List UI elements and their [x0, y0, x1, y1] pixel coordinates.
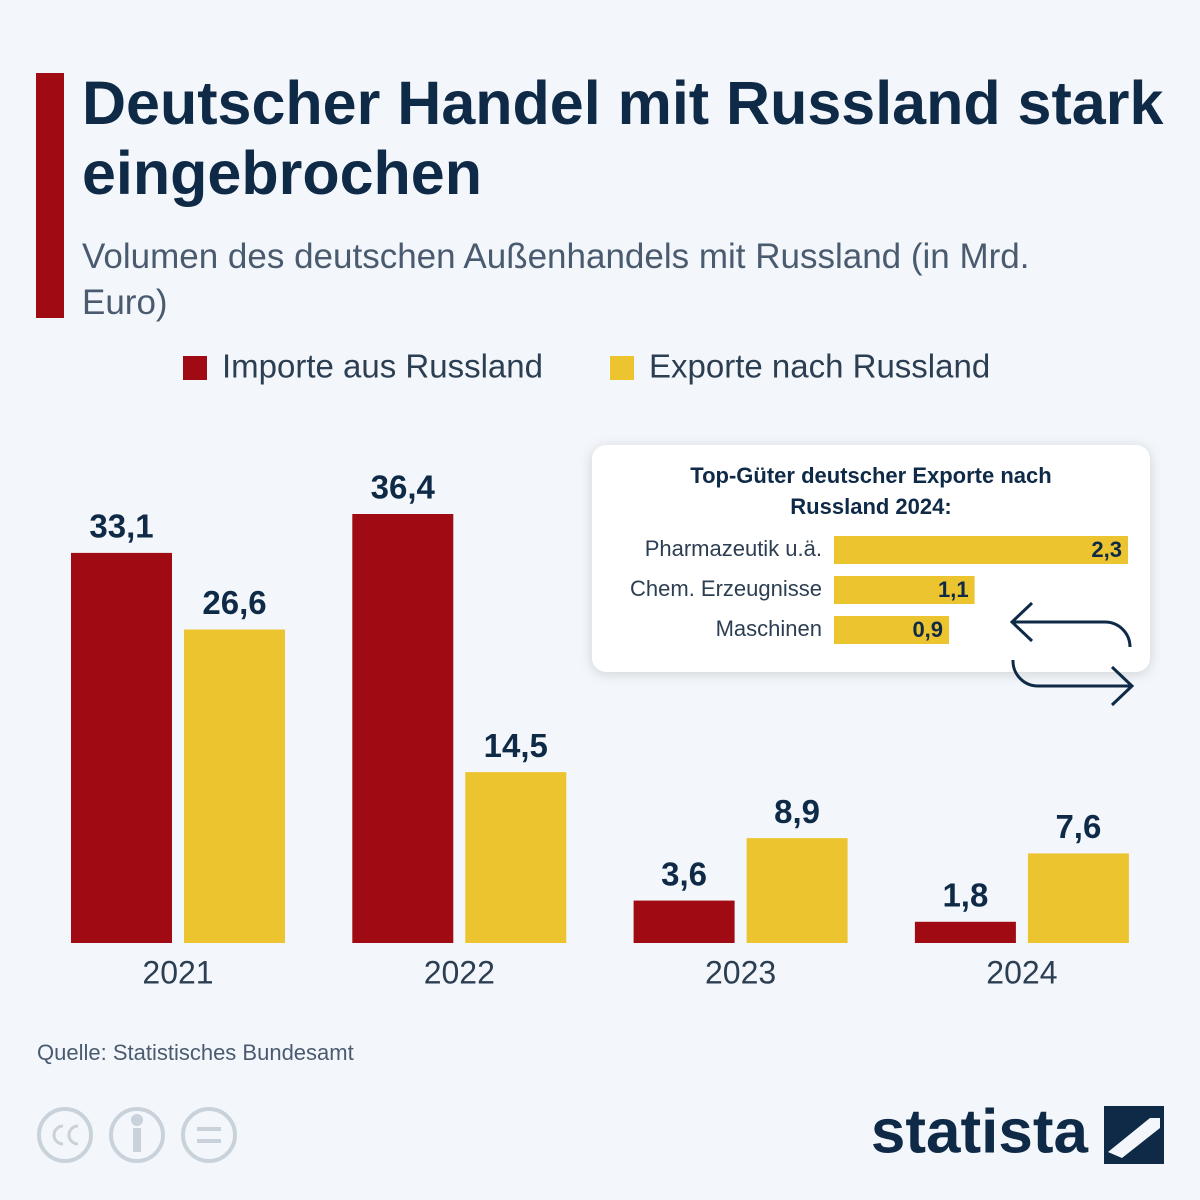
- value-label: 8,9: [774, 793, 820, 830]
- value-label: 33,1: [89, 508, 153, 545]
- legend-swatch: [183, 356, 207, 380]
- y-tick-label: Maschinen: [716, 616, 822, 641]
- brand: statista: [871, 1097, 1089, 1166]
- bar: [71, 552, 172, 943]
- bar: [914, 921, 1016, 943]
- value-label: 1,1: [938, 577, 969, 602]
- x-tick-label: 2022: [424, 954, 495, 990]
- subtitle: Volumen des deutschen Außenhandels mit R…: [82, 237, 1030, 322]
- value-label: 2,3: [1091, 537, 1122, 562]
- bar: [184, 629, 285, 943]
- value-label: 1,8: [942, 877, 988, 914]
- bar: [465, 772, 567, 943]
- value-label: 36,4: [371, 469, 436, 506]
- accent-bar: [36, 73, 64, 318]
- bar: [834, 536, 1128, 564]
- x-tick-label: 2023: [705, 954, 776, 990]
- source: Quelle: Statistisches Bundesamt: [37, 1040, 354, 1065]
- inset-title: Top-Güter deutscher Exporte nach Russlan…: [690, 463, 1052, 519]
- value-label: 26,6: [202, 584, 266, 621]
- title: Deutscher Handel mit Russland stark eing…: [82, 69, 1164, 207]
- x-tick-label: 2021: [142, 954, 213, 990]
- legend-swatch: [610, 356, 634, 380]
- bar: [633, 900, 735, 943]
- bar: [746, 838, 848, 943]
- trade-arrows: [1009, 601, 1135, 707]
- value-label: 0,9: [912, 617, 943, 642]
- y-tick-label: Pharmazeutik u.ä.: [645, 536, 822, 561]
- bar: [834, 576, 975, 604]
- legend-label: Importe aus Russland: [222, 348, 543, 385]
- brand-logo-icon: [1104, 1106, 1164, 1164]
- value-label: 7,6: [1055, 808, 1101, 845]
- y-tick-label: Chem. Erzeugnisse: [630, 576, 822, 601]
- value-label: 14,5: [484, 727, 548, 764]
- bar: [834, 616, 950, 644]
- bar: [1027, 853, 1129, 943]
- license-icons: [37, 1107, 237, 1163]
- value-label: 3,6: [661, 855, 707, 892]
- legend-label: Exporte nach Russland: [649, 348, 990, 385]
- bar: [352, 514, 454, 943]
- x-tick-label: 2024: [986, 954, 1057, 990]
